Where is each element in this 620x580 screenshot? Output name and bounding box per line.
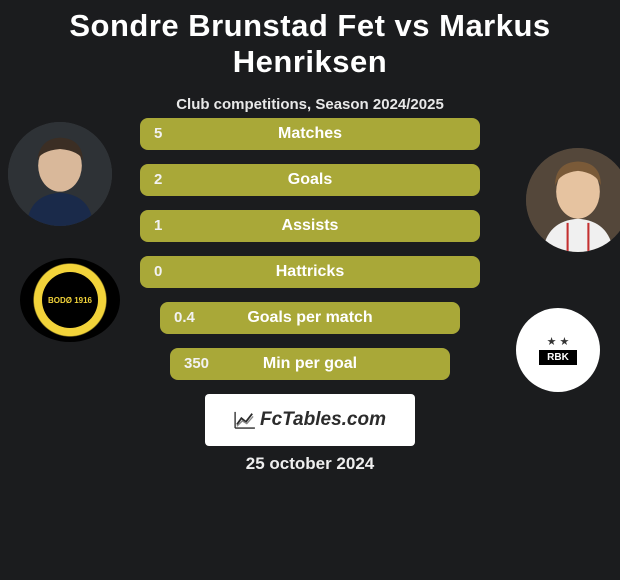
stat-label: Goals per match	[0, 302, 620, 334]
source-logo: FcTables.com	[205, 394, 415, 446]
stat-row: 350Min per goal	[0, 348, 620, 380]
stat-row: 0.4Goals per match	[0, 302, 620, 334]
subtitle: Club competitions, Season 2024/2025	[0, 96, 620, 113]
stat-row: 2Goals	[0, 164, 620, 196]
stat-label: Hattricks	[0, 256, 620, 288]
stat-row: 1Assists	[0, 210, 620, 242]
stats-area: 5Matches 2Goals 1Assists 0Hattricks 0.4Goals…	[0, 118, 620, 394]
date-label: 25 october 2024	[0, 454, 620, 474]
stat-row: 0Hattricks	[0, 256, 620, 288]
stat-row: 5Matches	[0, 118, 620, 150]
source-logo-text: FcTables.com	[260, 409, 386, 431]
stat-label: Matches	[0, 118, 620, 150]
page-title: Sondre Brunstad Fet vs Markus Henriksen	[0, 0, 620, 80]
stat-label: Assists	[0, 210, 620, 242]
chart-icon	[234, 411, 256, 429]
stat-label: Goals	[0, 164, 620, 196]
stat-label: Min per goal	[0, 348, 620, 380]
